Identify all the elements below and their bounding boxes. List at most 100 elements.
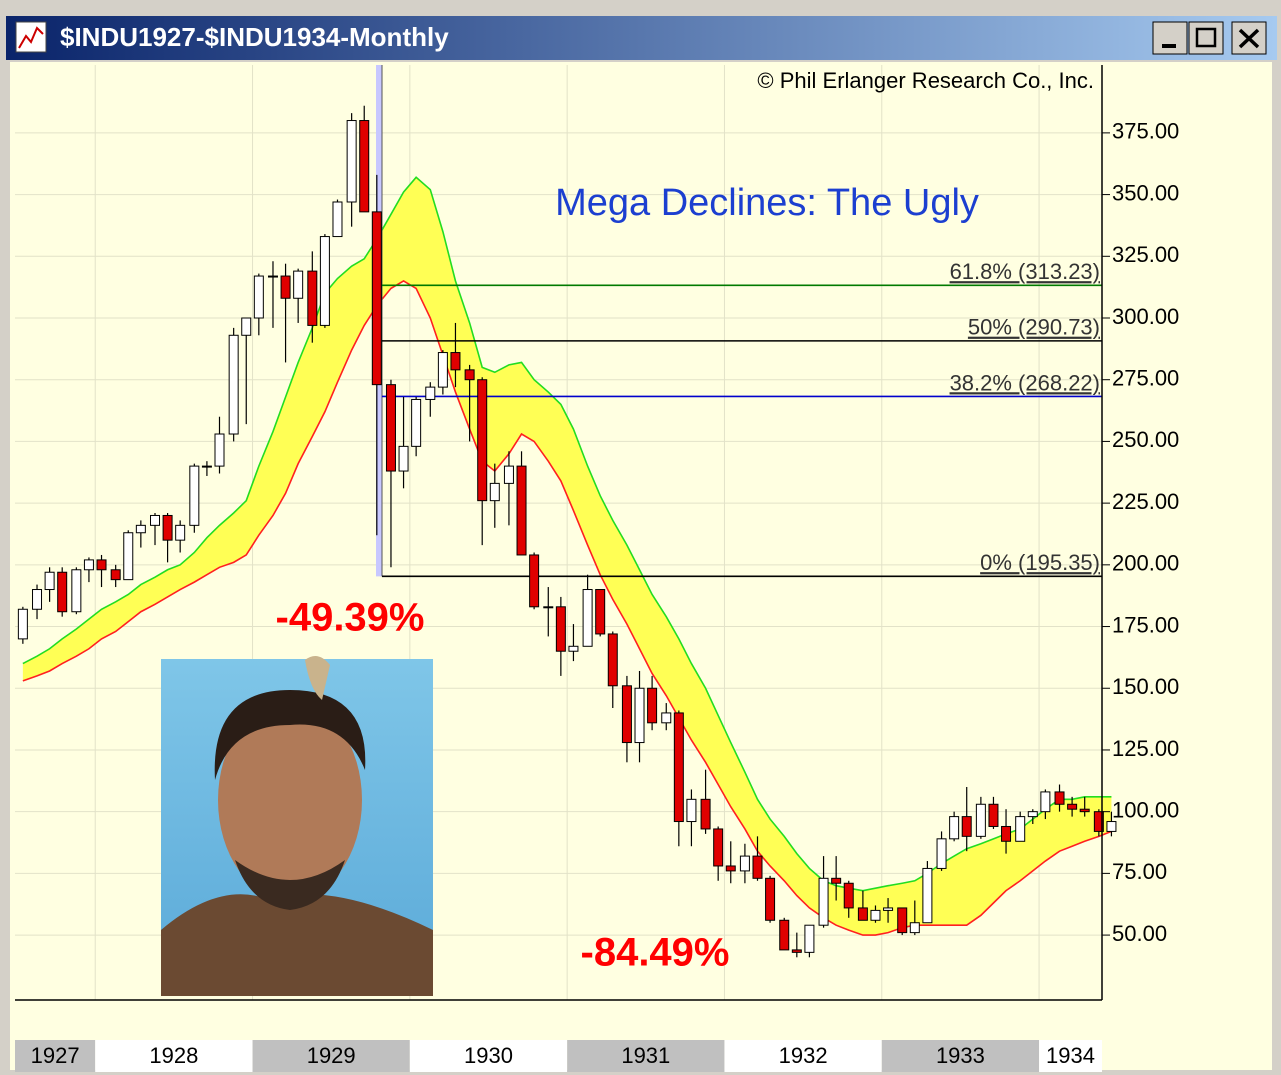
candle-body: [687, 799, 696, 821]
candle-body: [1080, 809, 1089, 811]
candle-body: [124, 533, 133, 580]
candle-body: [871, 910, 880, 920]
candle-body: [819, 878, 828, 925]
candle-body: [701, 799, 710, 829]
candle-body: [490, 483, 499, 500]
candle-body: [844, 883, 853, 908]
candle-body: [72, 570, 81, 612]
fib-label: 61.8% (313.23): [950, 259, 1100, 284]
candle-body: [544, 607, 553, 608]
candle-body: [347, 121, 356, 202]
candle-body: [163, 515, 172, 540]
window-buttons[interactable]: [1153, 22, 1266, 54]
candle-body: [780, 920, 789, 950]
y-tick-label: 250.00: [1112, 427, 1179, 452]
candle-body: [412, 399, 421, 446]
candle-body: [622, 686, 631, 743]
y-tick-label: 225.00: [1112, 489, 1179, 514]
candle-body: [858, 908, 867, 920]
candle-body: [805, 925, 814, 952]
candle-body: [910, 923, 919, 933]
candle-body: [426, 387, 435, 399]
candle-body: [451, 353, 460, 370]
candle-body: [569, 646, 578, 651]
y-tick-label: 325.00: [1112, 242, 1179, 267]
fib-label: 50% (290.73): [968, 315, 1100, 340]
candle-body: [320, 237, 329, 326]
candle-body: [648, 688, 657, 723]
copyright: © Phil Erlanger Research Co., Inc.: [757, 68, 1094, 93]
x-tick-label: 1930: [464, 1043, 513, 1068]
candle-body: [898, 908, 907, 933]
candle-body: [84, 560, 93, 570]
candle-body: [1041, 792, 1050, 812]
candle-body: [556, 607, 565, 651]
candle-body: [360, 121, 369, 212]
candle-body: [504, 466, 513, 483]
candle-body: [281, 276, 290, 298]
minimize-glyph: [1162, 44, 1176, 48]
window-title: $INDU1927-$INDU1934-Monthly: [60, 22, 449, 52]
y-tick-label: 175.00: [1112, 612, 1179, 637]
candle-body: [254, 276, 263, 318]
candle-body: [884, 908, 893, 910]
y-tick-label: 50.00: [1112, 921, 1167, 946]
candle-body: [386, 385, 395, 471]
candle-body: [136, 525, 145, 532]
x-tick-label: 1928: [149, 1043, 198, 1068]
candle-body: [151, 515, 160, 525]
annotation: -49.39%: [276, 596, 425, 640]
candle-body: [530, 555, 539, 607]
candle-body: [832, 878, 841, 883]
candle-body: [1068, 804, 1077, 809]
y-tick-label: 350.00: [1112, 180, 1179, 205]
candle-body: [583, 590, 592, 647]
candle-body: [372, 212, 381, 385]
candle-body: [596, 590, 605, 634]
candle-body: [176, 525, 185, 540]
x-tick-label: 1933: [936, 1043, 985, 1068]
y-tick-label: 275.00: [1112, 366, 1179, 391]
candle-body: [111, 570, 120, 580]
candle-body: [242, 318, 251, 335]
candle-body: [753, 856, 762, 878]
y-tick-label: 300.00: [1112, 304, 1179, 329]
candle-body: [674, 713, 683, 822]
candle-body: [97, 560, 106, 570]
candle-body: [58, 572, 67, 611]
candle-body: [517, 466, 526, 555]
y-tick-label: 125.00: [1112, 736, 1179, 761]
candle-body: [45, 572, 54, 589]
candle-body: [662, 713, 671, 723]
maximize-button[interactable]: [1189, 22, 1223, 54]
x-tick-label: 1927: [31, 1043, 80, 1068]
y-tick-label: 75.00: [1112, 859, 1167, 884]
app-icon: [16, 22, 46, 52]
candle-body: [308, 271, 317, 325]
y-tick-label: 200.00: [1112, 551, 1179, 576]
x-tick-label: 1931: [621, 1043, 670, 1068]
window: $INDU1927-$INDU1934-Monthly 50.0075.0010…: [0, 0, 1281, 1075]
candle-body: [976, 804, 985, 836]
candle-body: [33, 590, 42, 610]
candle-body: [18, 609, 27, 639]
candle-body: [1055, 792, 1064, 804]
candle-body: [1028, 812, 1037, 817]
annotation: -84.49%: [581, 931, 730, 975]
y-tick-label: 375.00: [1112, 119, 1179, 144]
candle-body: [766, 878, 775, 920]
candle-body: [714, 829, 723, 866]
candle-body: [726, 866, 735, 871]
minimize-button[interactable]: [1153, 22, 1187, 54]
candle-body: [333, 202, 342, 237]
candle-body: [608, 634, 617, 686]
candle-body: [399, 446, 408, 471]
candle-body: [740, 856, 749, 871]
y-tick-label: 150.00: [1112, 674, 1179, 699]
candle-body: [937, 839, 946, 869]
candle-body: [202, 466, 211, 467]
fib-label: 38.2% (268.22): [950, 370, 1100, 395]
candle-body: [923, 868, 932, 922]
candle-body: [1107, 822, 1116, 832]
candle-body: [792, 950, 801, 952]
